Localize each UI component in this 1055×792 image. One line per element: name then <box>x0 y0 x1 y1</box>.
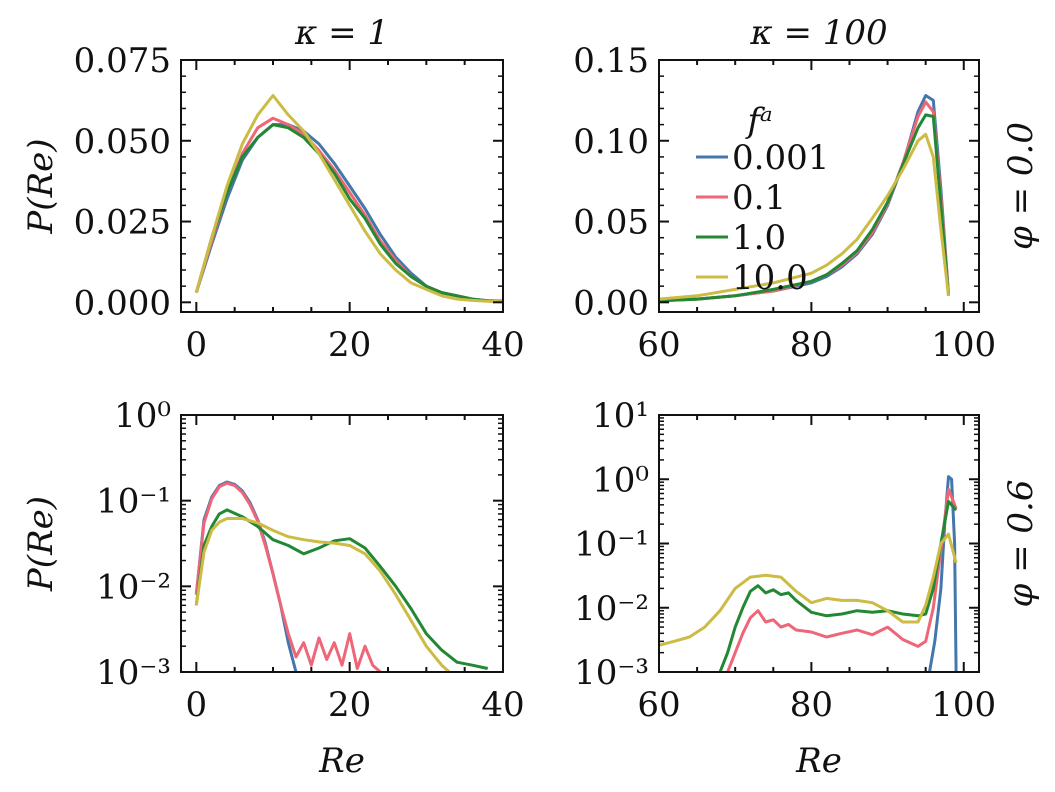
y-tick-label: 10⁻² <box>574 589 649 629</box>
x-tick-label: 60 <box>637 685 680 725</box>
y-tick-label: 0.10 <box>573 122 649 162</box>
y-tick-label: 10⁻¹ <box>96 482 171 522</box>
y-tick-label: 0.000 <box>74 283 171 323</box>
x-tick-label: 80 <box>790 325 833 365</box>
axes-frame <box>180 59 504 313</box>
x-tick-label: 20 <box>328 685 371 725</box>
series-line-10_0 <box>659 132 950 301</box>
series-line-1_0 <box>718 500 958 672</box>
x-tick-label: 100 <box>931 325 996 365</box>
panel-1: 0 20 40 0.000 0.025 0.050 0.075 κ = 1 P(Re) <box>21 13 525 365</box>
series-group <box>194 480 489 672</box>
series-line-0_1 <box>194 481 382 672</box>
x-axis-label: Re <box>795 741 842 781</box>
x-tick-label: 60 <box>637 325 680 365</box>
y-axis-label: P(Re) <box>21 138 61 234</box>
y-tick-label: 10⁻³ <box>574 653 649 693</box>
series-line-10_0 <box>194 517 451 672</box>
legend-label: 10.0 <box>732 258 808 298</box>
y-tick-label: 0.075 <box>74 41 171 81</box>
y-tick-label: 10⁰ <box>114 396 171 436</box>
series-line-0_1 <box>726 487 958 672</box>
panel-3: 0 20 40 10⁻³ 10⁻² 10⁻¹ 10⁰ Re P(Re) <box>21 396 525 781</box>
legend-label: 0.1 <box>732 178 786 218</box>
y-tick-label: 10⁰ <box>592 460 649 500</box>
series-line-1_0 <box>659 113 950 303</box>
legend-label: 1.0 <box>732 218 786 258</box>
y-tick-label: 10¹ <box>592 396 649 436</box>
x-tick-label: 20 <box>328 325 371 365</box>
axes-frame <box>658 59 980 313</box>
x-tick-label: 40 <box>481 325 524 365</box>
x-tick-label: 0 <box>186 325 208 365</box>
series-group <box>659 475 958 672</box>
y-tick-label: 0.050 <box>74 122 171 162</box>
series-group <box>659 94 950 303</box>
y-tick-label: 0.00 <box>573 283 649 323</box>
x-tick-label: 80 <box>790 685 833 725</box>
panel-title: κ = 1 <box>294 13 389 53</box>
x-tick-label: 40 <box>481 685 524 725</box>
row-label: φ = 0.0 <box>1001 122 1041 250</box>
series-group <box>194 94 503 304</box>
y-tick-label: 10⁻³ <box>96 653 171 693</box>
series-line-10_0 <box>194 94 503 304</box>
x-tick-label: 0 <box>186 685 208 725</box>
x-tick-label: 100 <box>931 685 996 725</box>
panel-4: 60 80 100 10⁻³ 10⁻² 10⁻¹ 10⁰ 10¹ Re φ = 0.6 <box>574 396 1041 781</box>
legend-title: fᵃ <box>744 101 772 141</box>
y-tick-label: 0.025 <box>74 203 171 243</box>
series-line-1_0 <box>194 508 489 670</box>
legend-label: 0.001 <box>732 138 829 178</box>
series-line-1_0 <box>194 123 503 303</box>
axes-frame <box>180 414 504 673</box>
panel-title: κ = 100 <box>749 13 887 53</box>
x-axis-label: Re <box>318 741 365 781</box>
y-tick-label: 0.05 <box>573 203 649 243</box>
y-tick-label: 10⁻¹ <box>574 525 649 565</box>
row-label: φ = 0.6 <box>1001 480 1041 608</box>
y-axis-label: P(Re) <box>21 496 61 592</box>
series-line-10_0 <box>659 532 958 647</box>
y-tick-label: 10⁻² <box>96 567 171 607</box>
y-tick-label: 0.15 <box>573 41 649 81</box>
series-line-0_001 <box>194 480 298 672</box>
